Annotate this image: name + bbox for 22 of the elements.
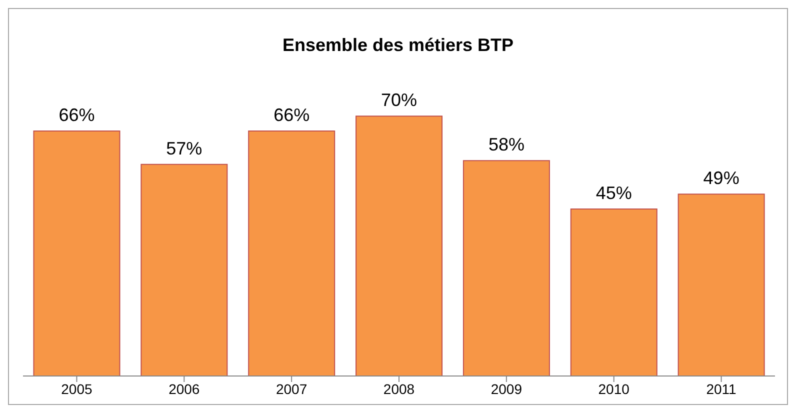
bar [248, 130, 336, 376]
data-label: 58% [488, 134, 524, 155]
chart-title: Ensemble des métiers BTP [281, 35, 515, 56]
data-label: 66% [58, 104, 95, 125]
x-tick-label: 2010 [598, 380, 630, 397]
x-tick-label: 2007 [276, 380, 308, 397]
data-label: 70% [381, 90, 418, 110]
x-tick-label: 2005 [61, 380, 92, 397]
data-label: 45% [596, 182, 632, 203]
x-tick-label: 2008 [383, 380, 415, 397]
x-tick-label: 2009 [490, 380, 522, 397]
bar [678, 194, 765, 376]
data-label: 57% [166, 138, 202, 158]
bar [570, 208, 658, 376]
bar [33, 130, 120, 376]
data-label: 66% [274, 104, 310, 125]
bar [462, 160, 550, 376]
data-label: 49% [703, 168, 740, 188]
x-tick-label: 2011 [706, 380, 737, 397]
bar [356, 116, 443, 376]
x-tick-label: 2006 [168, 380, 200, 397]
bar [140, 164, 228, 376]
